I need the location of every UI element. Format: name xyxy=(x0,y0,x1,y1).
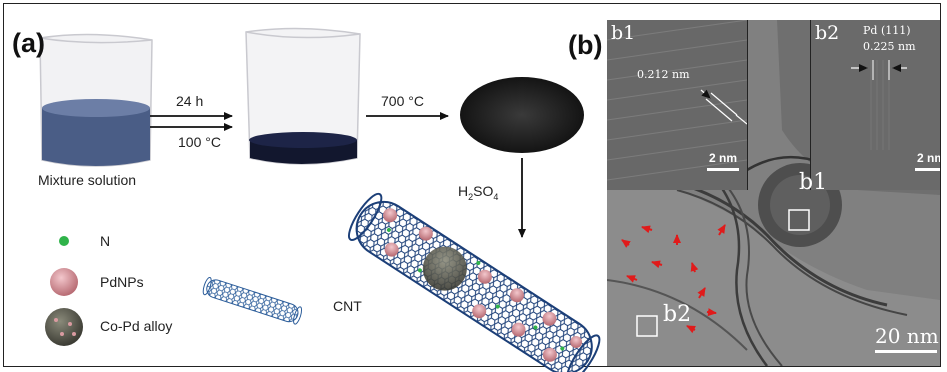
pdnps-legend-icon xyxy=(50,268,78,296)
step1-time-label: 24 h xyxy=(176,93,204,109)
inset-b2-lattice xyxy=(811,20,940,190)
nitrogen-legend-icon xyxy=(59,236,69,246)
main-scale-label: 20 nm xyxy=(875,324,939,348)
inset-b1-id: b1 xyxy=(611,22,636,44)
legend-co-pd-alloy-label: Co-Pd alloy xyxy=(100,318,173,334)
inset-b2: b2 Pd (111) 0.225 nm 2 nm xyxy=(810,20,940,190)
inset-b1-lattice xyxy=(607,20,747,190)
panel-a-label: (a) xyxy=(12,28,45,58)
cnt-label: CNT xyxy=(333,298,362,314)
inset-b2-scale-label: 2 nm xyxy=(917,151,940,165)
mixture-solution-caption: Mixture solution xyxy=(38,172,137,188)
main-marker-b1: b1 xyxy=(799,170,828,195)
panel-b-label: (b) xyxy=(568,30,603,60)
legend-n-label: N xyxy=(100,233,111,249)
inset-b1-scale-bar xyxy=(707,168,739,171)
cnt-decorated xyxy=(348,192,601,372)
inset-b2-spacing: 0.225 nm xyxy=(863,40,916,53)
co-pd-alloy-legend-icon xyxy=(45,308,83,346)
beaker-mixture-solution xyxy=(39,33,153,167)
step1-temp-label: 100 °C xyxy=(178,134,221,150)
carbonized-product xyxy=(460,77,584,153)
inset-b1-spacing: 0.212 nm xyxy=(637,68,690,81)
inset-b1-scale-label: 2 nm xyxy=(709,151,738,165)
legend-pdnps-label: PdNPs xyxy=(100,274,144,290)
main-marker-b2: b2 xyxy=(663,302,692,327)
acid-treatment-label: H2SO4 xyxy=(458,183,499,202)
inset-b1: b1 0.212 nm 2 nm xyxy=(607,20,748,190)
figure-frame xyxy=(3,3,941,367)
tem-image: b1 0.212 nm 2 nm b2 Pd (111) 0.225 nm 2 xyxy=(607,20,940,366)
cnt-small xyxy=(202,276,303,325)
main-scale-bar xyxy=(875,350,937,353)
beaker-dried xyxy=(245,27,361,165)
inset-b2-scale-bar xyxy=(915,168,940,171)
step2-temp-label: 700 °C xyxy=(381,93,424,109)
inset-b2-id: b2 xyxy=(815,22,840,44)
inset-b2-plane: Pd (111) xyxy=(863,24,911,37)
